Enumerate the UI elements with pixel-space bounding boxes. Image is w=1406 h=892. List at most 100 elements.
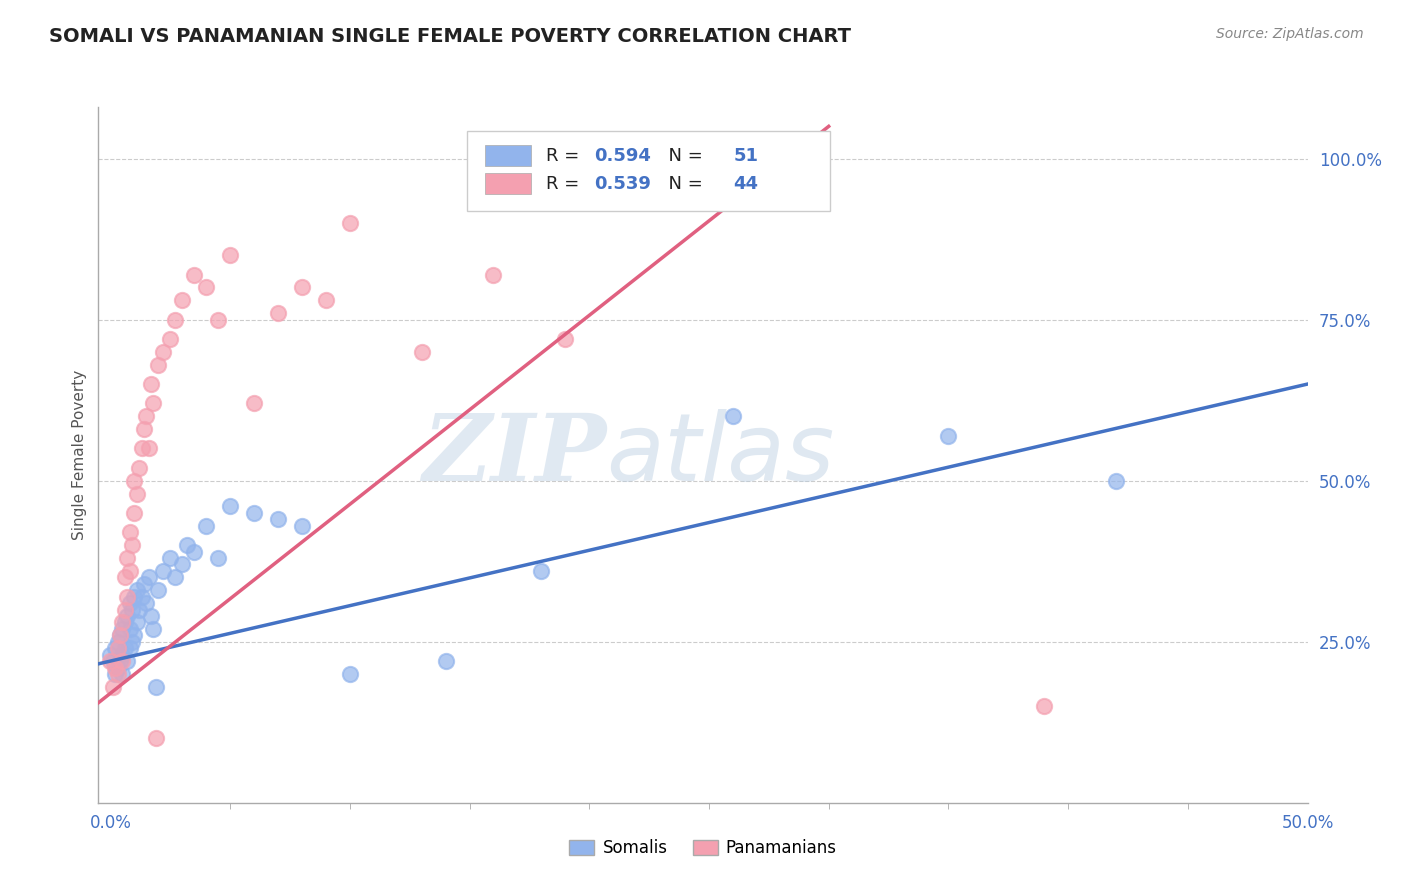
Point	[114, 602, 136, 616]
Point	[145, 680, 167, 694]
Point	[115, 551, 138, 566]
Point	[111, 615, 134, 630]
Point	[108, 654, 131, 668]
Point	[132, 422, 155, 436]
Text: ZIP: ZIP	[422, 410, 606, 500]
Text: R =: R =	[546, 147, 585, 165]
Point	[135, 596, 157, 610]
Point	[195, 280, 218, 294]
Point	[142, 622, 165, 636]
Point	[125, 583, 148, 598]
Point	[124, 474, 146, 488]
Point	[118, 564, 141, 578]
Point	[207, 551, 229, 566]
Point	[148, 583, 170, 598]
Point	[114, 570, 136, 584]
Point	[145, 731, 167, 746]
Point	[135, 409, 157, 424]
Point	[115, 609, 138, 624]
Point	[530, 564, 553, 578]
Point	[125, 615, 148, 630]
Text: 0.594: 0.594	[595, 147, 651, 165]
Point	[291, 280, 314, 294]
Point	[159, 551, 181, 566]
Point	[118, 622, 141, 636]
Point	[115, 590, 138, 604]
Point	[142, 396, 165, 410]
Point	[172, 558, 194, 572]
Point	[104, 660, 127, 674]
Text: 44: 44	[734, 175, 758, 193]
Text: 51: 51	[734, 147, 758, 165]
Point	[183, 544, 205, 558]
Point	[108, 628, 131, 642]
Point	[111, 648, 134, 662]
Point	[411, 344, 433, 359]
Text: 0.539: 0.539	[595, 175, 651, 193]
Point	[128, 460, 150, 475]
Point	[243, 396, 266, 410]
Point	[132, 576, 155, 591]
Point	[101, 654, 124, 668]
Point	[291, 518, 314, 533]
Legend: Somalis, Panamanians: Somalis, Panamanians	[562, 833, 844, 864]
Point	[121, 538, 143, 552]
Point	[219, 248, 242, 262]
Text: N =: N =	[657, 147, 709, 165]
Point	[121, 634, 143, 648]
Point	[172, 293, 194, 308]
Point	[121, 602, 143, 616]
Point	[111, 667, 134, 681]
Point	[104, 667, 127, 681]
Point	[243, 506, 266, 520]
Point	[267, 306, 290, 320]
Point	[195, 518, 218, 533]
Point	[163, 312, 186, 326]
Point	[183, 268, 205, 282]
Text: SOMALI VS PANAMANIAN SINGLE FEMALE POVERTY CORRELATION CHART: SOMALI VS PANAMANIAN SINGLE FEMALE POVER…	[49, 27, 851, 45]
Point	[101, 680, 124, 694]
Point	[152, 344, 174, 359]
Point	[114, 641, 136, 656]
Text: N =: N =	[657, 175, 709, 193]
Point	[148, 358, 170, 372]
Point	[176, 538, 198, 552]
Point	[100, 648, 122, 662]
Point	[124, 628, 146, 642]
Point	[434, 654, 457, 668]
Point	[721, 409, 744, 424]
Point	[107, 634, 129, 648]
Y-axis label: Single Female Poverty: Single Female Poverty	[72, 370, 87, 540]
Point	[138, 570, 160, 584]
Point	[554, 332, 576, 346]
Point	[1105, 474, 1128, 488]
Point	[482, 268, 505, 282]
Point	[124, 506, 146, 520]
Point	[138, 442, 160, 456]
Point	[131, 590, 153, 604]
FancyBboxPatch shape	[485, 173, 531, 194]
Point	[107, 641, 129, 656]
Point	[1033, 699, 1056, 714]
Point	[107, 660, 129, 674]
Point	[139, 377, 162, 392]
FancyBboxPatch shape	[485, 145, 531, 166]
Point	[118, 525, 141, 540]
Point	[267, 512, 290, 526]
Point	[315, 293, 337, 308]
Point	[219, 500, 242, 514]
Point	[118, 596, 141, 610]
Point	[159, 332, 181, 346]
Point	[131, 442, 153, 456]
Text: R =: R =	[546, 175, 585, 193]
Point	[114, 615, 136, 630]
Point	[128, 602, 150, 616]
Point	[104, 641, 127, 656]
FancyBboxPatch shape	[467, 131, 830, 211]
Point	[124, 590, 146, 604]
Point	[938, 428, 960, 442]
Point	[139, 609, 162, 624]
Point	[118, 641, 141, 656]
Point	[339, 216, 361, 230]
Text: atlas: atlas	[606, 409, 835, 500]
